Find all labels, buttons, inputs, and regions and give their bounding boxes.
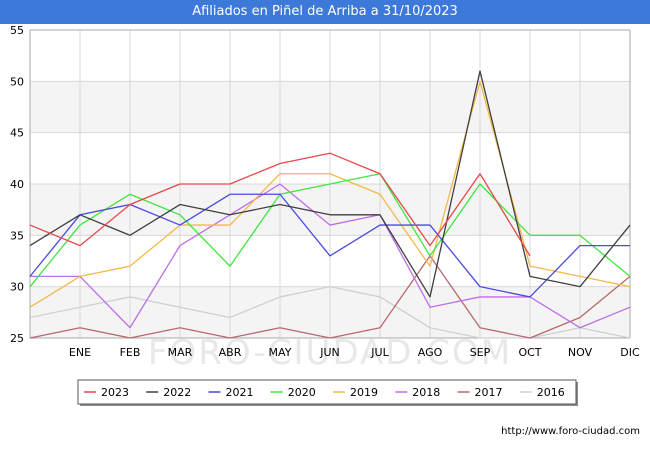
legend-box [77, 379, 577, 405]
x-tick-label: NOV [568, 346, 593, 359]
x-tick-label: FEB [120, 346, 141, 359]
series-line-2020 [29, 173, 631, 288]
watermark: FORO-CIUDAD.COM [148, 333, 512, 373]
x-tick-label: ENE [69, 346, 91, 359]
legend: 2023 2022 2021 2020 2019 2018 2017 2016 [77, 379, 578, 406]
x-tick-label: JUL [370, 346, 389, 359]
legend-label: 2018 [412, 386, 440, 399]
legend-label: 2023 [101, 386, 129, 399]
x-tick-label: DIC [620, 346, 640, 359]
chart-title: Afiliados en Piñel de Arriba a 31/10/202… [0, 0, 650, 24]
y-tick-label: 25 [10, 332, 24, 345]
y-tick-label: 50 [10, 75, 24, 88]
legend-label: 2022 [163, 386, 191, 399]
footer-url: http://www.foro-ciudad.com [501, 426, 640, 437]
x-tick-label: OCT [518, 346, 541, 359]
y-tick-label: 35 [10, 229, 24, 242]
y-tick-label: 40 [10, 178, 24, 191]
x-tick-label: MAR [168, 346, 193, 359]
y-tick-label: 55 [10, 24, 24, 37]
legend-label: 2020 [288, 386, 316, 399]
series-line-2017 [29, 255, 631, 339]
y-tick-label: 30 [10, 281, 24, 294]
series-lines [29, 70, 631, 339]
y-tick-label: 45 [10, 127, 24, 140]
x-tick-label: MAY [269, 346, 292, 359]
series-line-2022 [29, 70, 631, 298]
x-tick-label: SEP [470, 346, 491, 359]
y-axis-ticks: 25 30 35 40 45 50 55 [10, 24, 24, 345]
legend-label: 2021 [226, 386, 254, 399]
legend-label: 2016 [537, 386, 565, 399]
legend-label: 2017 [475, 386, 503, 399]
x-axis-ticks: ENE FEB MAR ABR MAY JUN JUL AGO SEP OCT NOV DIC [69, 346, 640, 359]
x-tick-label: ABR [219, 346, 242, 359]
x-tick-label: AGO [418, 346, 443, 359]
legend-label: 2019 [350, 386, 378, 399]
x-tick-label: JUN [319, 346, 340, 359]
series-line-2023 [29, 152, 531, 257]
series-line-2019 [29, 80, 631, 308]
